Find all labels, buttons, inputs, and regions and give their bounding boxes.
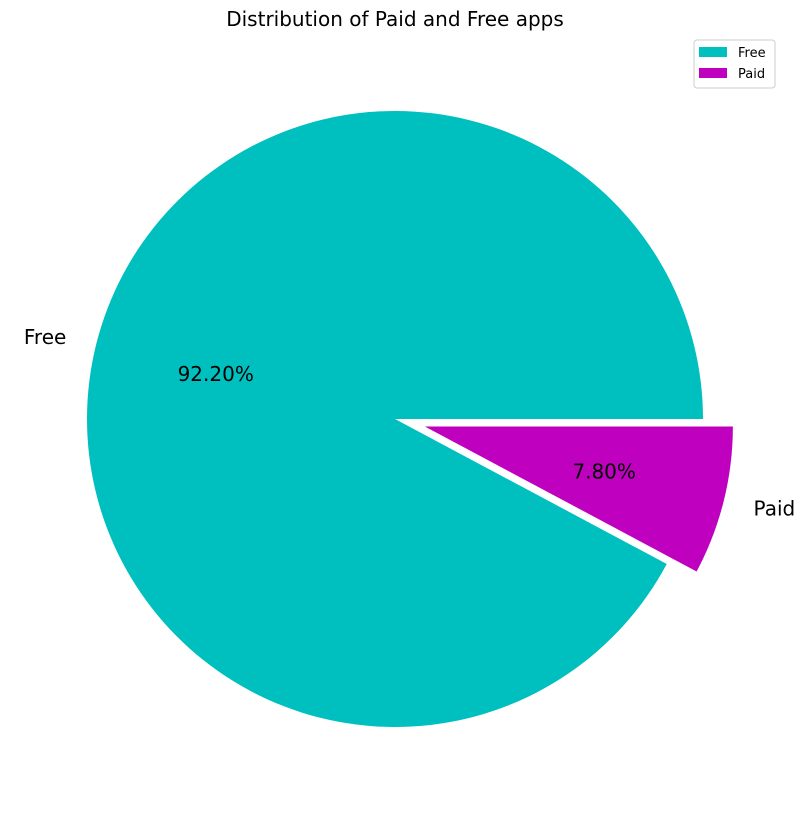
legend-label-paid: Paid [738,67,765,82]
pct-label-paid: 7.80% [572,459,636,483]
legend-swatch-free [699,47,727,57]
pie-labels: 92.20% Free 7.80% Paid [24,325,795,521]
chart-title: Distribution of Paid and Free apps [226,7,564,31]
category-label-paid: Paid [754,497,796,521]
category-label-free: Free [24,325,66,349]
pie-slices [87,111,733,727]
legend-label-free: Free [738,46,766,61]
legend-swatch-paid [699,68,727,78]
pie-slice-free [87,111,704,727]
pie-slice-paid [424,426,733,572]
legend: Free Paid [693,39,776,89]
pct-label-free: 92.20% [178,362,254,386]
